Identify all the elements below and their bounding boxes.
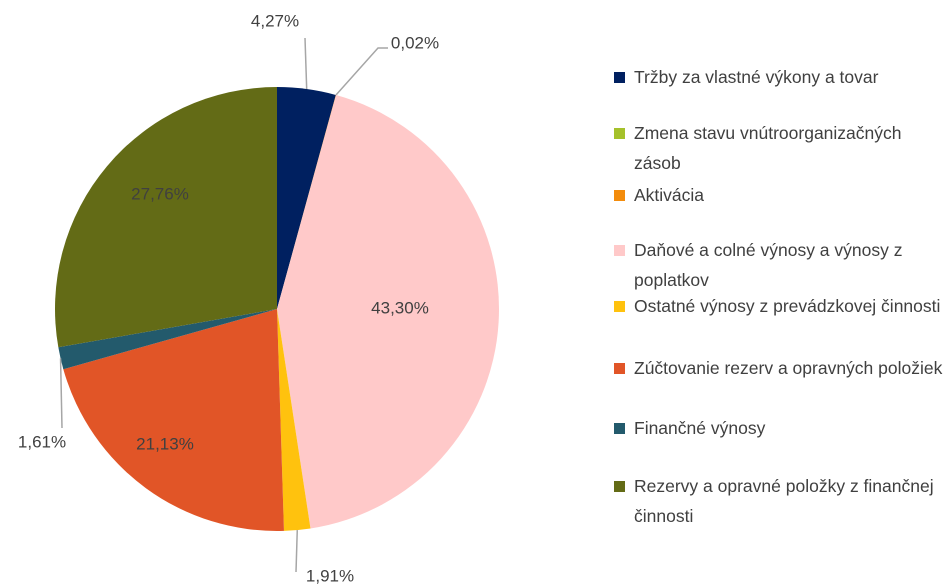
data-label: 21,13% [136,434,194,453]
data-label: 0,02% [391,33,439,52]
leader-line [304,37,308,90]
leader-line [59,358,63,429]
legend-item: Ostatné výnosy z prevádzkovej činnosti [614,291,944,321]
legend-swatch [614,128,625,139]
legend-label: Tržby za vlastné výkony a tovar [634,67,879,87]
legend-item: Finančné výnosy [614,413,944,443]
data-label: 1,61% [18,432,66,451]
pie-slice [63,309,284,531]
legend-item: Rezervy a opravné položky z finančnej či… [614,471,944,531]
legend-label: Rezervy a opravné položky z finančnej či… [634,476,934,526]
legend-label: Finančné výnosy [634,418,766,438]
legend-swatch [614,363,625,374]
leader-line [335,47,388,96]
leader-line [295,530,299,573]
legend-item: Zúčtovanie rezerv a opravných položiek [614,353,944,383]
legend-label: Aktivácia [634,185,705,205]
legend-swatch [614,72,625,83]
data-label: 43,30% [371,298,429,317]
legend-label: Ostatné výnosy z prevádzkovej činnosti [634,296,941,316]
legend-item: Tržby za vlastné výkony a tovar [614,62,944,92]
pie-area: 4,27% 0,02% 43,30% 1,91% 21,13% 1,61% 27,76% [18,11,500,585]
pie-slice [277,87,336,309]
legend-swatch [614,423,625,434]
legend-item: Zmena stavu vnútroorganizačných zásob [614,118,944,178]
pie-slice [55,87,278,348]
data-label: 27,76% [131,184,189,203]
data-label: 1,91% [306,566,354,585]
legend-label: Daňové a colné výnosy a výnosy z poplatk… [634,240,903,290]
legend-item: Daňové a colné výnosy a výnosy z poplatk… [614,235,944,295]
legend-swatch [614,301,625,312]
legend-label: Zmena stavu vnútroorganizačných zásob [634,123,902,173]
legend-swatch [614,190,625,201]
pie-slice [277,309,311,531]
legend-swatch [614,481,625,492]
legend-item: Aktivácia [614,180,944,210]
pie-slice [58,309,277,370]
legend-swatch [614,245,625,256]
data-label: 4,27% [251,11,299,30]
legend-label: Zúčtovanie rezerv a opravných položiek [634,358,943,378]
pie-slice [277,94,337,309]
pie-slice [277,95,500,529]
